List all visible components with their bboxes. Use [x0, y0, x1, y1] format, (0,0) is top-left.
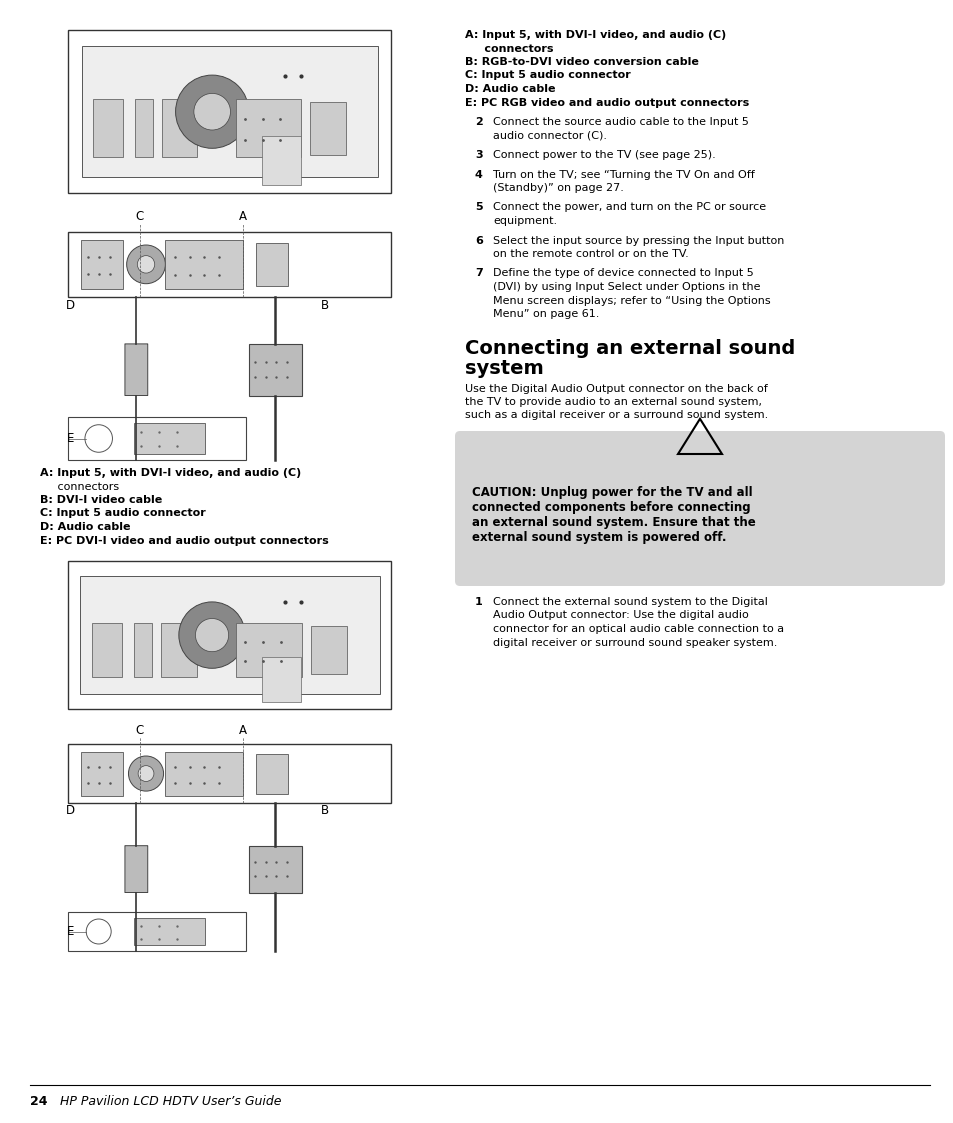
- Text: Turn on the TV; see “Turning the TV On and Off: Turn on the TV; see “Turning the TV On a…: [493, 170, 754, 180]
- Text: HP Pavilion LCD HDTV User’s Guide: HP Pavilion LCD HDTV User’s Guide: [60, 1095, 281, 1108]
- FancyBboxPatch shape: [69, 912, 246, 951]
- FancyBboxPatch shape: [162, 99, 197, 157]
- Text: A: Input 5, with DVI-I video, and audio (C): A: Input 5, with DVI-I video, and audio …: [464, 30, 725, 40]
- Text: D: Audio cable: D: Audio cable: [464, 84, 555, 94]
- Text: Connecting an external sound: Connecting an external sound: [464, 338, 795, 357]
- Circle shape: [137, 256, 154, 273]
- Text: C: Input 5 audio connector: C: Input 5 audio connector: [40, 509, 206, 519]
- FancyBboxPatch shape: [69, 30, 391, 193]
- Text: D: D: [66, 299, 75, 312]
- Circle shape: [195, 619, 229, 651]
- FancyBboxPatch shape: [455, 431, 944, 586]
- FancyBboxPatch shape: [92, 623, 122, 676]
- Text: A: Input 5, with DVI-I video, and audio (C): A: Input 5, with DVI-I video, and audio …: [40, 468, 301, 478]
- Circle shape: [175, 75, 249, 148]
- FancyBboxPatch shape: [235, 99, 301, 157]
- FancyBboxPatch shape: [262, 657, 301, 702]
- FancyBboxPatch shape: [310, 101, 345, 155]
- FancyBboxPatch shape: [249, 846, 301, 893]
- Text: B: DVI-I video cable: B: DVI-I video cable: [40, 495, 162, 505]
- FancyBboxPatch shape: [161, 623, 197, 676]
- Text: connectors: connectors: [464, 44, 553, 54]
- Circle shape: [193, 93, 231, 130]
- Circle shape: [127, 245, 165, 284]
- Text: 6: 6: [475, 236, 482, 246]
- FancyBboxPatch shape: [81, 752, 123, 796]
- Text: 5: 5: [475, 202, 482, 212]
- FancyBboxPatch shape: [235, 623, 301, 676]
- Text: E: E: [67, 925, 74, 938]
- Text: the TV to provide audio to an external sound system,: the TV to provide audio to an external s…: [464, 398, 761, 407]
- Text: Define the type of device connected to Input 5: Define the type of device connected to I…: [493, 268, 753, 279]
- Text: 7: 7: [475, 268, 482, 279]
- Text: B: B: [320, 804, 329, 818]
- Text: A: A: [238, 723, 247, 737]
- Text: CAUTION: Unplug power for the TV and all: CAUTION: Unplug power for the TV and all: [472, 486, 752, 499]
- FancyBboxPatch shape: [81, 240, 123, 289]
- Text: E: E: [67, 432, 74, 445]
- FancyBboxPatch shape: [255, 243, 288, 286]
- FancyBboxPatch shape: [69, 232, 391, 296]
- FancyBboxPatch shape: [165, 752, 243, 796]
- Text: connectors: connectors: [40, 482, 119, 492]
- Circle shape: [138, 766, 153, 782]
- Text: (Standby)” on page 27.: (Standby)” on page 27.: [493, 183, 623, 193]
- Text: E: PC RGB video and audio output connectors: E: PC RGB video and audio output connect…: [464, 98, 748, 108]
- Text: such as a digital receiver or a surround sound system.: such as a digital receiver or a surround…: [464, 411, 767, 420]
- Text: Menu screen displays; refer to “Using the Options: Menu screen displays; refer to “Using th…: [493, 295, 770, 305]
- FancyBboxPatch shape: [134, 623, 152, 676]
- Text: connected components before connecting: connected components before connecting: [472, 501, 750, 514]
- FancyBboxPatch shape: [93, 99, 123, 157]
- Text: Connect the power, and turn on the PC or source: Connect the power, and turn on the PC or…: [493, 202, 765, 212]
- Text: system: system: [464, 358, 543, 377]
- Text: C: C: [135, 210, 144, 223]
- Text: B: RGB-to-DVI video conversion cable: B: RGB-to-DVI video conversion cable: [464, 57, 699, 67]
- Text: A: A: [238, 210, 247, 223]
- Text: 1: 1: [475, 597, 482, 608]
- Text: C: Input 5 audio connector: C: Input 5 audio connector: [464, 71, 630, 81]
- Text: Menu” on page 61.: Menu” on page 61.: [493, 309, 598, 319]
- FancyBboxPatch shape: [82, 46, 378, 177]
- Text: E: PC DVI-I video and audio output connectors: E: PC DVI-I video and audio output conne…: [40, 536, 329, 546]
- Text: 4: 4: [475, 170, 482, 180]
- FancyBboxPatch shape: [255, 755, 288, 794]
- FancyBboxPatch shape: [135, 99, 152, 157]
- Text: 24: 24: [30, 1095, 48, 1108]
- Text: 2: 2: [475, 117, 482, 127]
- FancyBboxPatch shape: [69, 562, 391, 710]
- Text: Connect the source audio cable to the Input 5: Connect the source audio cable to the In…: [493, 117, 748, 127]
- Text: external sound system is powered off.: external sound system is powered off.: [472, 531, 726, 544]
- FancyBboxPatch shape: [69, 745, 391, 803]
- Circle shape: [178, 602, 245, 668]
- Text: D: D: [66, 804, 75, 818]
- Circle shape: [129, 756, 163, 791]
- Text: D: Audio cable: D: Audio cable: [40, 522, 131, 532]
- Text: audio connector (C).: audio connector (C).: [493, 130, 606, 140]
- Text: an external sound system. Ensure that the: an external sound system. Ensure that th…: [472, 515, 755, 529]
- Text: equipment.: equipment.: [493, 216, 557, 226]
- FancyBboxPatch shape: [125, 344, 148, 395]
- FancyBboxPatch shape: [80, 576, 379, 694]
- Text: Connect the external sound system to the Digital: Connect the external sound system to the…: [493, 597, 767, 608]
- Text: on the remote control or on the TV.: on the remote control or on the TV.: [493, 249, 688, 259]
- FancyBboxPatch shape: [311, 626, 346, 674]
- Text: 3: 3: [475, 150, 482, 159]
- Text: digital receiver or surround sound speaker system.: digital receiver or surround sound speak…: [493, 638, 777, 648]
- FancyBboxPatch shape: [134, 423, 205, 454]
- Text: Select the input source by pressing the Input button: Select the input source by pressing the …: [493, 236, 783, 246]
- FancyBboxPatch shape: [249, 344, 301, 395]
- Text: connector for an optical audio cable connection to a: connector for an optical audio cable con…: [493, 624, 783, 634]
- FancyBboxPatch shape: [125, 846, 148, 893]
- Text: Use the Digital Audio Output connector on the back of: Use the Digital Audio Output connector o…: [464, 383, 767, 393]
- FancyBboxPatch shape: [165, 240, 243, 289]
- Text: C: C: [135, 723, 144, 737]
- FancyBboxPatch shape: [134, 917, 205, 946]
- Text: Connect power to the TV (see page 25).: Connect power to the TV (see page 25).: [493, 150, 715, 159]
- Text: B: B: [320, 299, 329, 312]
- FancyBboxPatch shape: [69, 417, 246, 460]
- Text: Audio Output connector: Use the digital audio: Audio Output connector: Use the digital …: [493, 611, 748, 621]
- Text: (DVI) by using Input Select under Options in the: (DVI) by using Input Select under Option…: [493, 282, 760, 292]
- FancyBboxPatch shape: [262, 136, 301, 185]
